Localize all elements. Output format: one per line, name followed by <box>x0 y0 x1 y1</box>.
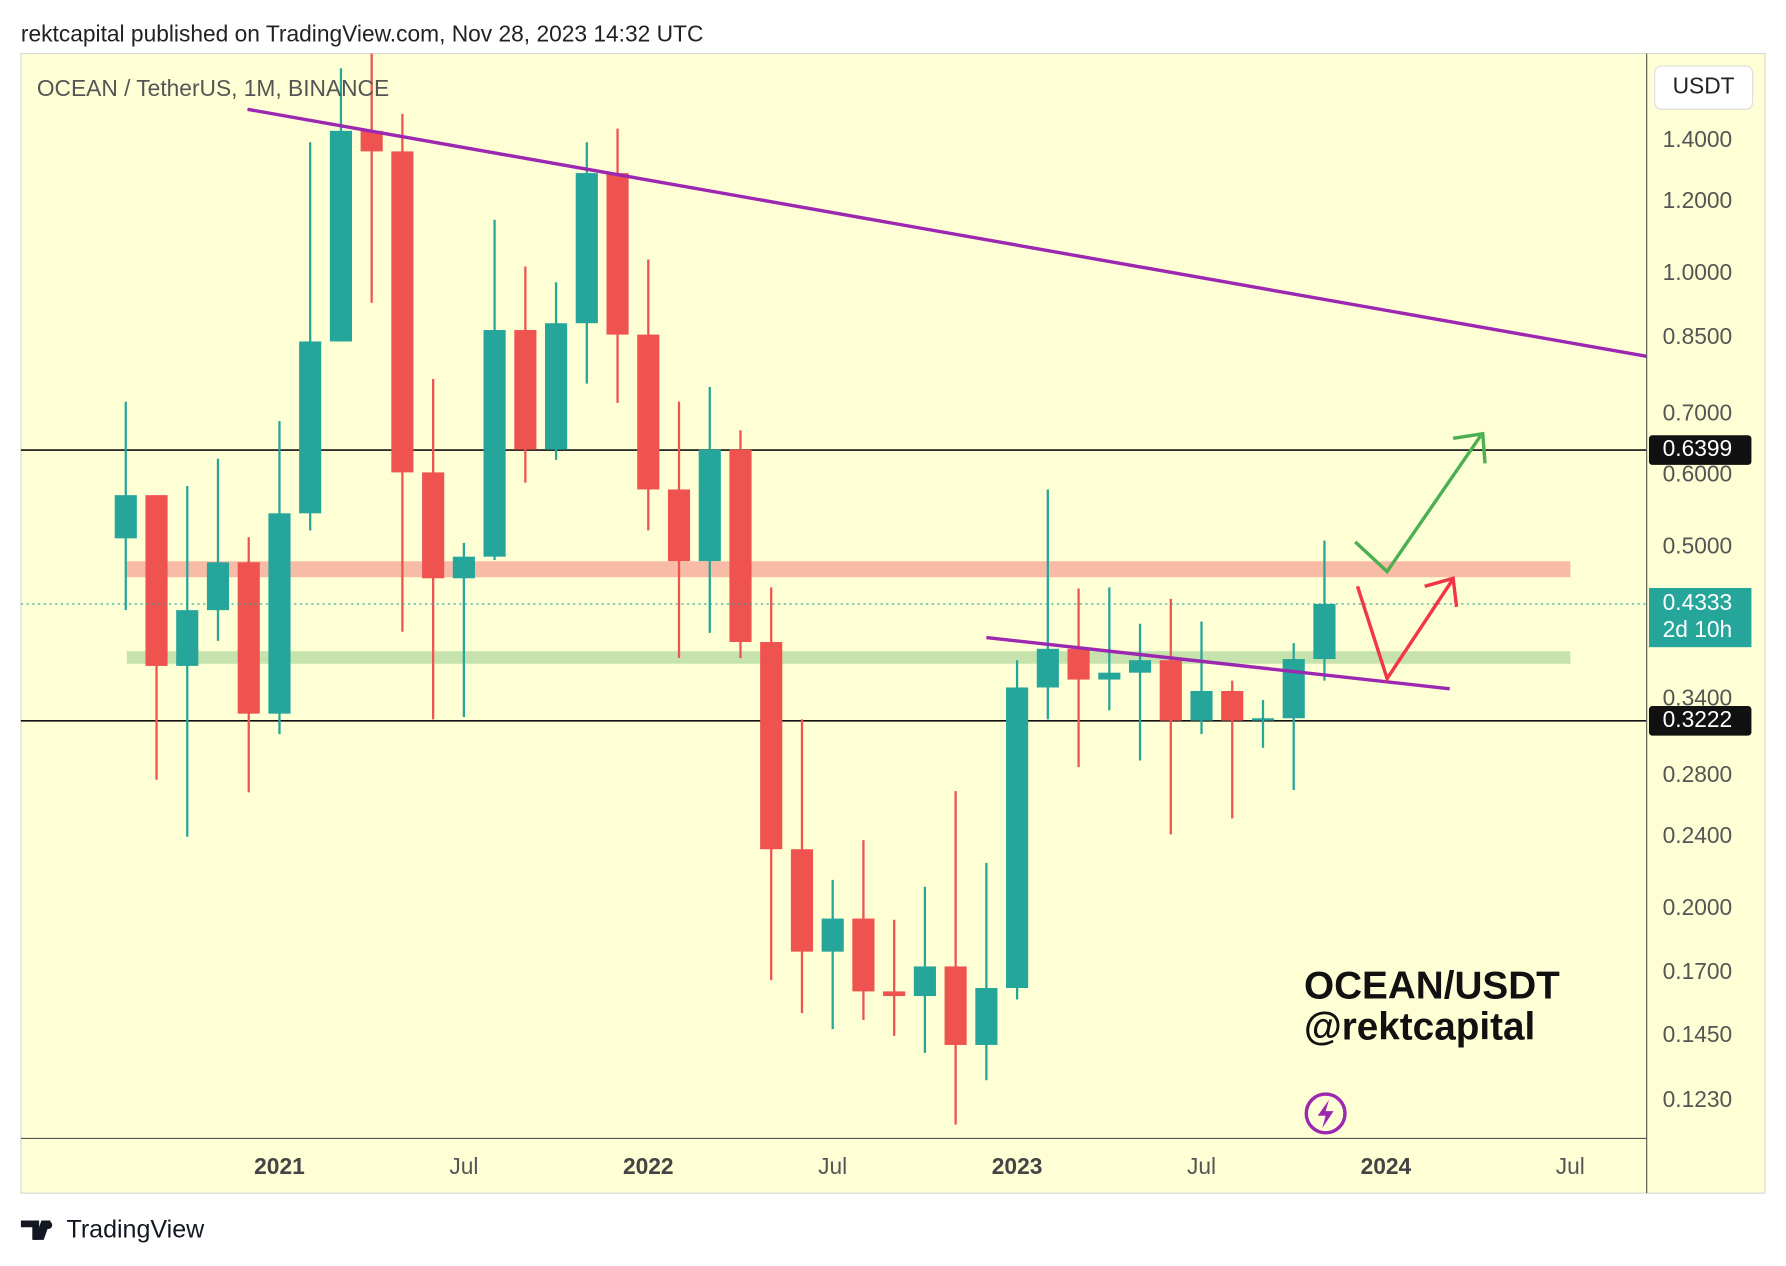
candle-body <box>422 472 445 579</box>
logo: TradingView <box>20 1215 205 1243</box>
candle-body <box>790 849 814 952</box>
candle-body <box>206 562 230 611</box>
y-tick-label: 0.1450 <box>1663 1021 1733 1047</box>
y-tick-label: 1.2000 <box>1663 187 1733 213</box>
candle-body <box>1006 687 1029 989</box>
y-tick-label: 1.4000 <box>1663 126 1733 152</box>
x-tick-label: 2022 <box>623 1153 674 1179</box>
level-tag <box>1648 435 1752 465</box>
x-tick-label: Jul <box>449 1153 478 1179</box>
x-tick-label: 2021 <box>254 1153 305 1179</box>
chart-panel <box>20 52 1766 1194</box>
candle-body <box>1067 648 1090 680</box>
candle-body <box>268 513 291 714</box>
currency-box <box>1654 65 1754 110</box>
y-tick-label: 0.5000 <box>1663 532 1733 558</box>
candle-body <box>237 562 260 714</box>
last-price-tag <box>1648 587 1752 648</box>
y-tick-label: 0.7000 <box>1663 400 1733 426</box>
countdown: 2d 10h <box>1663 616 1733 642</box>
plot-area <box>20 53 1647 1125</box>
candle-body <box>145 495 168 666</box>
candle-body <box>760 642 783 850</box>
y-tick-label: 0.2400 <box>1663 822 1733 848</box>
candle-body <box>452 556 475 579</box>
candle-body <box>176 610 199 666</box>
candle-body <box>514 330 537 450</box>
y-tick-label: 0.8500 <box>1663 323 1733 349</box>
footer: TradingView <box>66 1215 205 1243</box>
green-arrow-head <box>1452 431 1487 464</box>
last-price-label: 0.4333 <box>1663 589 1733 615</box>
annotation: OCEAN/USDT <box>1304 964 1560 1007</box>
logo-mark <box>20 1220 40 1240</box>
candle-body <box>575 173 598 324</box>
candle-body <box>975 988 998 1045</box>
x-tick-label: 2023 <box>992 1153 1043 1179</box>
candle-body <box>1190 690 1213 721</box>
annotation: @rektcapital <box>1304 1005 1535 1048</box>
candle-body <box>1159 660 1182 721</box>
candle-body <box>729 449 752 643</box>
red-arrow <box>1355 579 1454 683</box>
candle-body <box>114 495 137 539</box>
drawings: OCEAN/USDT @rektcapital <box>247 107 1647 1135</box>
y-tick-label: 0.1230 <box>1663 1086 1733 1112</box>
candle-body <box>483 330 506 557</box>
level-label: 0.3222 <box>1663 706 1733 732</box>
y-tick-label: 0.1700 <box>1663 958 1733 984</box>
candle-body <box>667 489 691 562</box>
candle-body <box>545 323 568 450</box>
candle-body <box>299 341 322 514</box>
green-arrow <box>1354 435 1482 575</box>
candle-body <box>1036 648 1059 688</box>
header: rektcapital published on TradingView.com… <box>21 20 703 46</box>
candle-body <box>329 130 353 342</box>
resistance-zone <box>126 561 1571 578</box>
upper-trendline <box>247 107 1647 359</box>
candle-body <box>944 966 967 1045</box>
candle-body <box>1251 718 1275 721</box>
lower-trendline <box>986 635 1450 691</box>
candle-body <box>1282 659 1305 719</box>
candle-body <box>852 918 875 992</box>
candle-body <box>821 918 844 952</box>
x-tick-label: Jul <box>1556 1153 1585 1179</box>
x-tick-label: 2024 <box>1361 1153 1412 1179</box>
candle-body <box>360 130 383 152</box>
candle-body <box>637 334 660 490</box>
y-tick-label: 0.2800 <box>1663 761 1733 787</box>
x-tick-label: Jul <box>1187 1153 1216 1179</box>
logo-mark <box>44 1221 53 1229</box>
red-arrow-head <box>1424 576 1459 608</box>
candle-body <box>1313 603 1336 660</box>
candle-body <box>1098 672 1121 680</box>
x-tick-label: Jul <box>818 1153 847 1179</box>
candle-body <box>698 449 721 562</box>
lightning-bolt <box>1317 1099 1334 1129</box>
candle-body <box>1221 690 1244 721</box>
y-tick-label: 0.2000 <box>1663 894 1733 920</box>
lightning-icon <box>1304 1092 1347 1135</box>
level-label: 0.6399 <box>1663 435 1733 461</box>
candle-body <box>1128 660 1152 673</box>
support-zone <box>126 651 1571 664</box>
level-tag <box>1648 706 1752 736</box>
candle-body <box>913 966 936 997</box>
candle-body <box>883 991 906 997</box>
currency: USDT <box>1673 73 1735 99</box>
symbol-title: OCEAN / TetherUS, 1M, BINANCE <box>37 75 389 101</box>
y-tick-label: 1.0000 <box>1663 259 1733 285</box>
candle-body <box>391 151 414 473</box>
candle-body <box>606 173 629 335</box>
